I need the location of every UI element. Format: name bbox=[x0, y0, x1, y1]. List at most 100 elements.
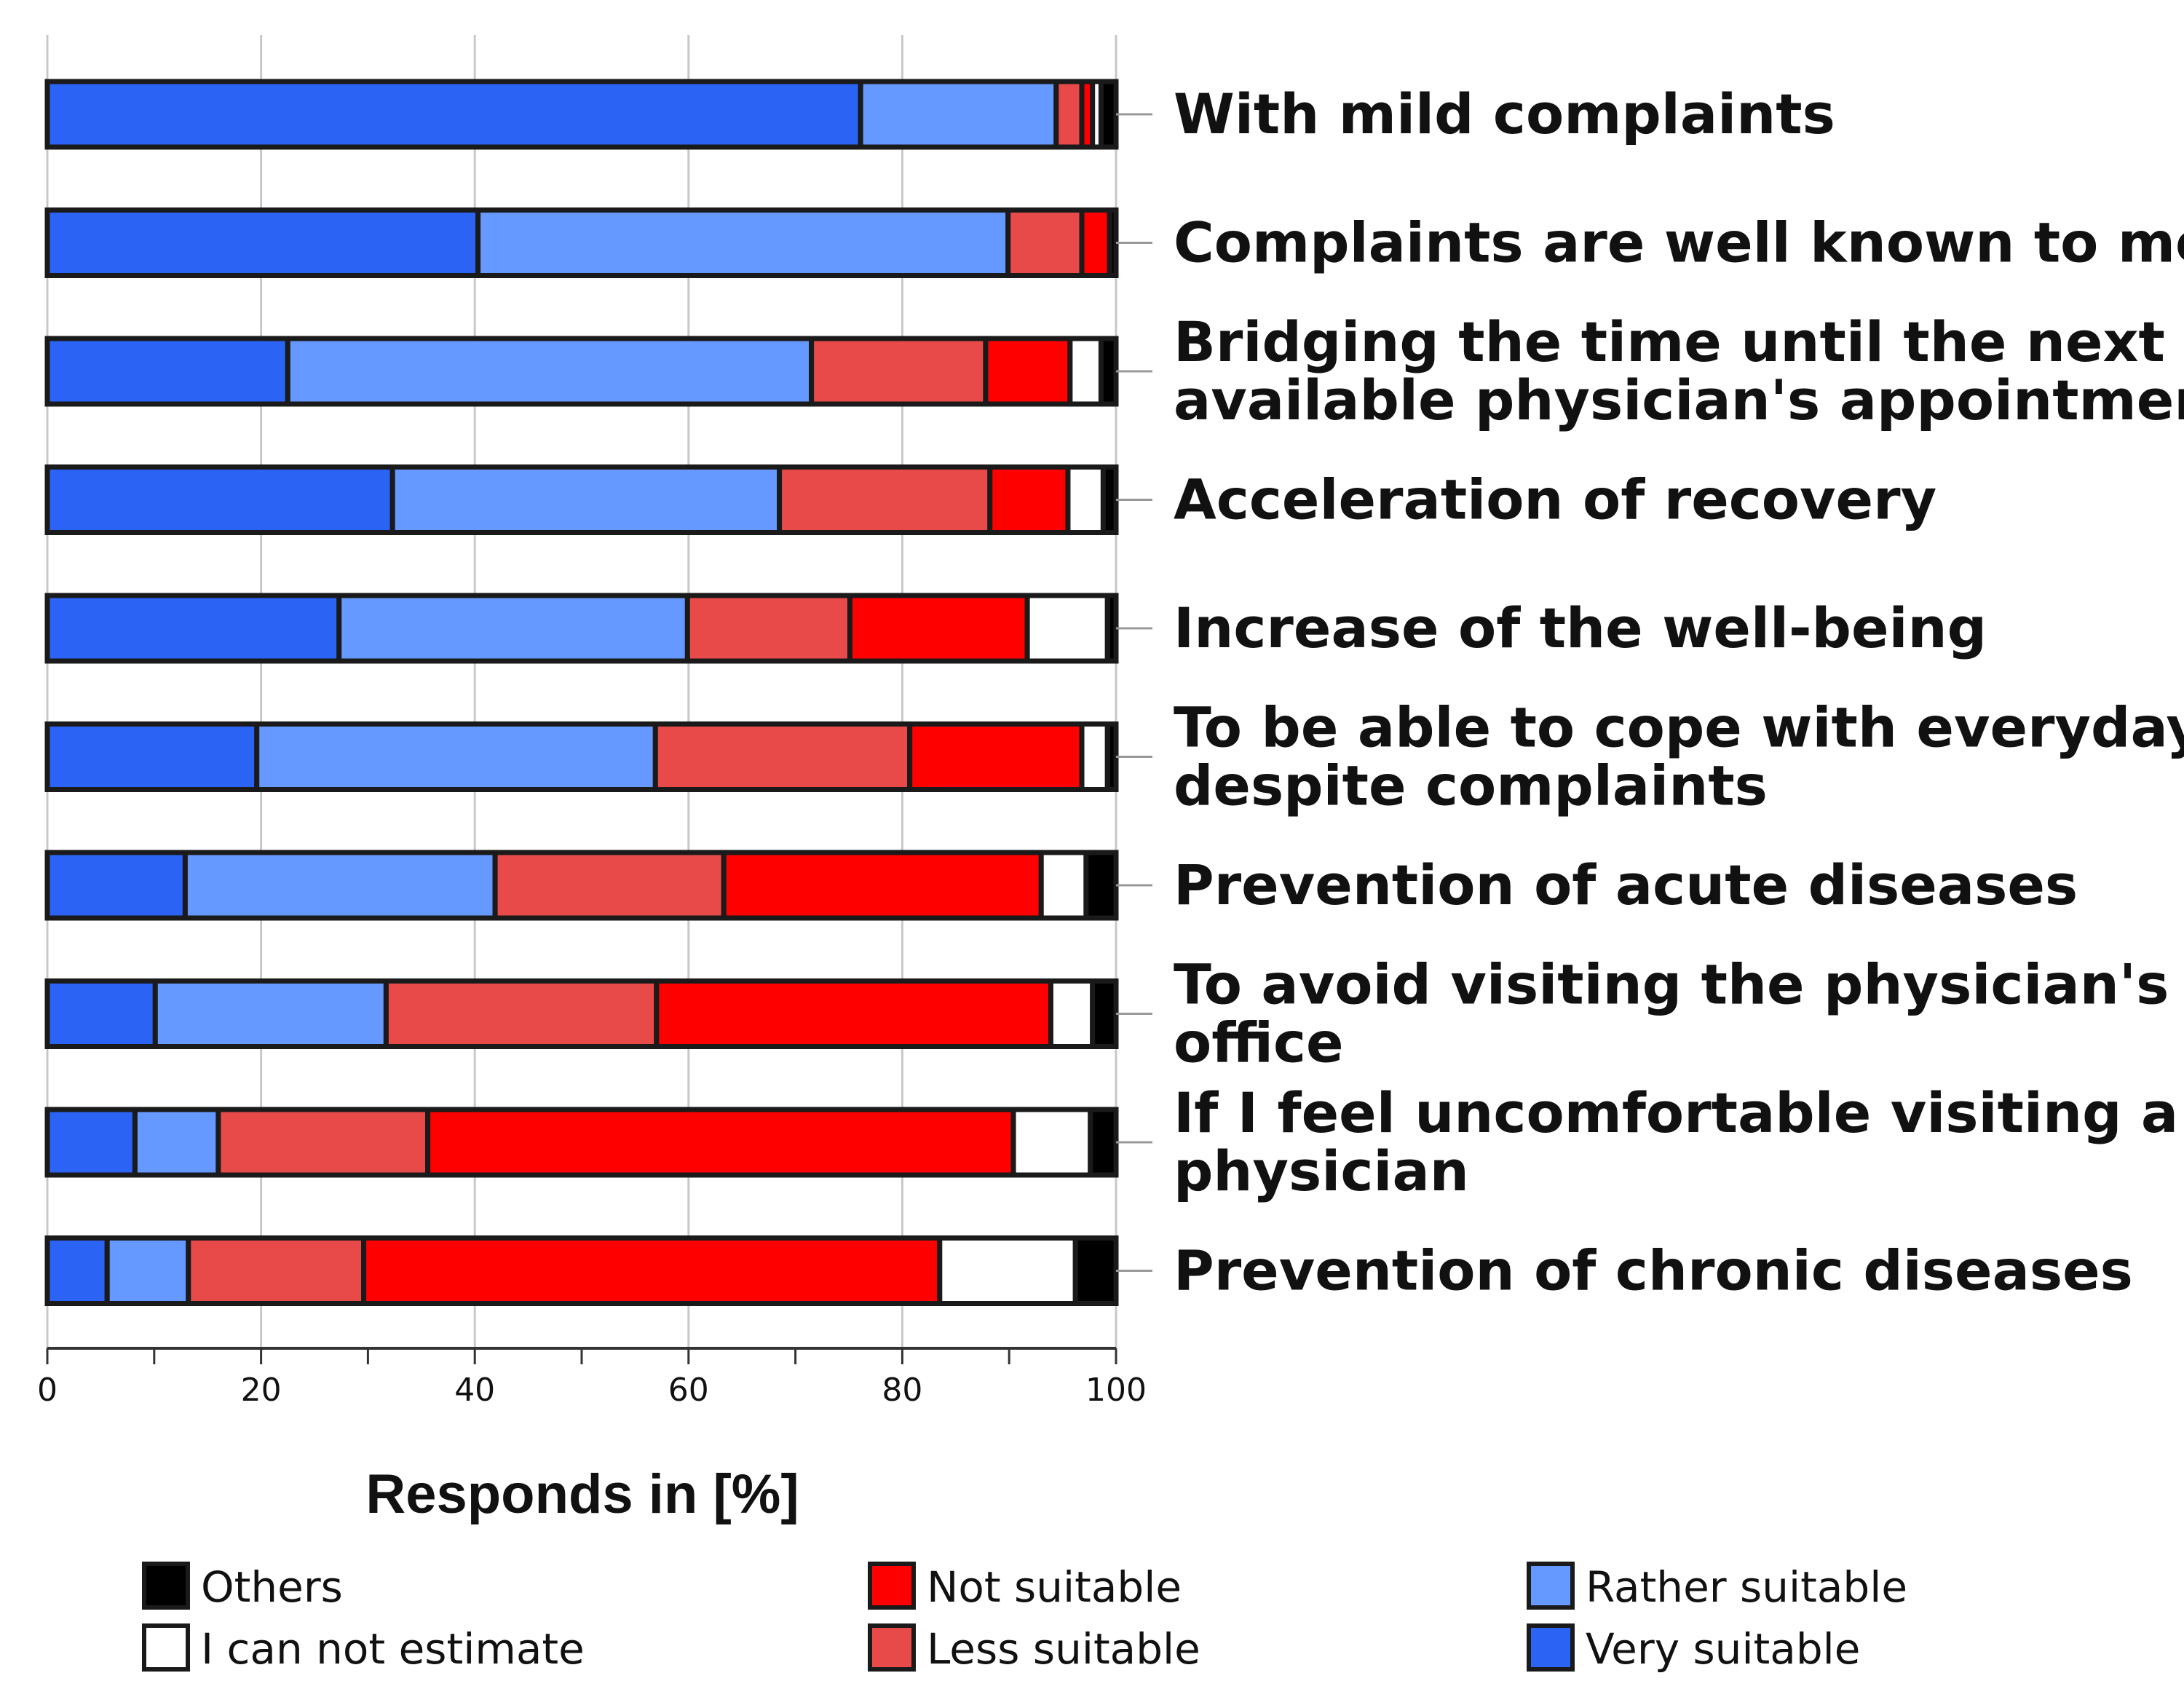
bar-row bbox=[44, 850, 1152, 921]
category-label: To avoid visiting the physician's bbox=[1174, 952, 2169, 1017]
bar-segment-not-suitable bbox=[1079, 207, 1112, 278]
bar-segment-rather-suitable bbox=[475, 207, 1011, 278]
category-label: If I feel uncomfortable visiting a bbox=[1174, 1080, 2178, 1145]
legend-swatch bbox=[1527, 1562, 1575, 1610]
bar-row bbox=[44, 1107, 1152, 1178]
bar-segment-very-suitable bbox=[44, 721, 260, 792]
legend-label: Rather suitable bbox=[1586, 1562, 1907, 1612]
bar-segment-others bbox=[1107, 207, 1119, 278]
bar-row bbox=[44, 978, 1152, 1049]
legend-swatch bbox=[142, 1623, 190, 1672]
category-label: Prevention of acute diseases bbox=[1174, 853, 2078, 917]
bar-segment-i-can-not-estimate bbox=[1067, 336, 1104, 407]
bar-segment-rather-suitable bbox=[389, 464, 783, 535]
bar-segment-others bbox=[1104, 593, 1119, 664]
legend-swatch bbox=[142, 1562, 190, 1610]
x-axis: 0 20 40 60 80 100 bbox=[37, 1347, 1147, 1409]
bar-segment-less-suitable bbox=[652, 721, 913, 792]
bar-segment-less-suitable bbox=[492, 850, 727, 921]
bar-segment-rather-suitable bbox=[182, 850, 498, 921]
legend-label: Others bbox=[201, 1562, 343, 1612]
category-label: office bbox=[1174, 1010, 1344, 1075]
bar-segment-less-suitable bbox=[383, 978, 660, 1049]
bar-segment-not-suitable bbox=[907, 721, 1085, 792]
bar-segment-others bbox=[1090, 978, 1119, 1049]
bar-segment-not-suitable bbox=[425, 1107, 1016, 1178]
bar-segment-very-suitable bbox=[44, 850, 188, 921]
legend-swatch bbox=[1527, 1623, 1575, 1672]
category-label: despite complaints bbox=[1174, 753, 1768, 818]
legend: Others Not suitable Rather suitable I can n… bbox=[142, 1562, 1907, 1674]
category-label: Complaints are well known to me bbox=[1174, 210, 2184, 275]
bar-segment-rather-suitable bbox=[104, 1235, 191, 1306]
bar-segment-less-suitable bbox=[809, 336, 989, 407]
legend-item-others: Others bbox=[142, 1562, 343, 1612]
x-tick-label: 60 bbox=[668, 1372, 709, 1409]
bar-segment-very-suitable bbox=[44, 593, 342, 664]
category-label: To be able to cope with everyday life bbox=[1174, 695, 2184, 760]
x-tick-label: 0 bbox=[37, 1372, 58, 1409]
category-label: Bridging the time until the next bbox=[1174, 309, 2165, 374]
bar-segment-i-can-not-estimate bbox=[1065, 464, 1106, 535]
legend-item-i-can-not-estimate: I can not estimate bbox=[142, 1623, 585, 1674]
bar-segment-rather-suitable bbox=[132, 1107, 221, 1178]
bars bbox=[44, 79, 1152, 1306]
bar-segment-very-suitable bbox=[44, 207, 481, 278]
bar-row bbox=[44, 336, 1152, 407]
bar-segment-others bbox=[1100, 464, 1119, 535]
bar-segment-others bbox=[1104, 721, 1119, 792]
bar-segment-others bbox=[1083, 850, 1119, 921]
category-label: With mild complaints bbox=[1174, 82, 1835, 146]
legend-item-less-suitable: Less suitable bbox=[868, 1623, 1200, 1674]
bar-segment-less-suitable bbox=[777, 464, 993, 535]
legend-label: Very suitable bbox=[1586, 1624, 1860, 1674]
category-label: Acceleration of recovery bbox=[1174, 467, 1936, 532]
bar-segment-i-can-not-estimate bbox=[1010, 1107, 1093, 1178]
legend-swatch bbox=[868, 1562, 916, 1610]
bar-segment-less-suitable bbox=[215, 1107, 431, 1178]
legend-item-not-suitable: Not suitable bbox=[868, 1562, 1182, 1612]
bar-segment-others bbox=[1088, 1107, 1119, 1178]
bar-segment-not-suitable bbox=[654, 978, 1053, 1049]
bar-segment-i-can-not-estimate bbox=[1079, 721, 1110, 792]
bar-segment-not-suitable bbox=[847, 593, 1030, 664]
bar-segment-very-suitable bbox=[44, 1235, 110, 1306]
bar-segment-very-suitable bbox=[44, 1107, 138, 1178]
bar-segment-rather-suitable bbox=[285, 336, 815, 407]
category-label: Prevention of chronic diseases bbox=[1174, 1238, 2133, 1303]
bar-segment-rather-suitable bbox=[336, 593, 690, 664]
bar-segment-very-suitable bbox=[44, 79, 863, 150]
x-tick-label: 100 bbox=[1085, 1372, 1147, 1409]
bar-segment-less-suitable bbox=[186, 1235, 367, 1306]
bar-segment-not-suitable bbox=[987, 464, 1071, 535]
category-labels: With mild complaints Complaints are well … bbox=[1174, 82, 2184, 1303]
legend-label: Less suitable bbox=[927, 1624, 1200, 1674]
bar-segment-not-suitable bbox=[983, 336, 1073, 407]
bar-segment-not-suitable bbox=[721, 850, 1044, 921]
bar-segment-others bbox=[1072, 1235, 1119, 1306]
category-label: Increase of the well-being bbox=[1174, 596, 1987, 660]
bar-segment-less-suitable bbox=[1005, 207, 1085, 278]
x-tick-label: 40 bbox=[454, 1372, 495, 1409]
legend-item-very-suitable: Very suitable bbox=[1527, 1623, 1860, 1674]
bar-segment-rather-suitable bbox=[152, 978, 389, 1049]
legend-swatch bbox=[868, 1623, 916, 1672]
bar-segment-very-suitable bbox=[44, 978, 158, 1049]
bar-segment-rather-suitable bbox=[858, 79, 1059, 150]
bar-segment-i-can-not-estimate bbox=[1038, 850, 1089, 921]
x-axis-title: Responds in [%] bbox=[365, 1463, 799, 1525]
legend-label: Not suitable bbox=[927, 1562, 1182, 1612]
category-label: physician bbox=[1174, 1139, 1469, 1203]
bar-segment-not-suitable bbox=[361, 1235, 943, 1306]
category-label: available physician's appointment bbox=[1174, 368, 2184, 432]
bar-segment-i-can-not-estimate bbox=[1048, 978, 1096, 1049]
bar-segment-i-can-not-estimate bbox=[937, 1235, 1078, 1306]
bar-segment-rather-suitable bbox=[254, 721, 658, 792]
bar-segment-very-suitable bbox=[44, 336, 290, 407]
bar-row bbox=[44, 464, 1152, 535]
bar-row bbox=[44, 721, 1152, 792]
bar-segment-less-suitable bbox=[1053, 79, 1085, 150]
bar-row bbox=[44, 593, 1152, 664]
legend-label: I can not estimate bbox=[201, 1624, 585, 1674]
